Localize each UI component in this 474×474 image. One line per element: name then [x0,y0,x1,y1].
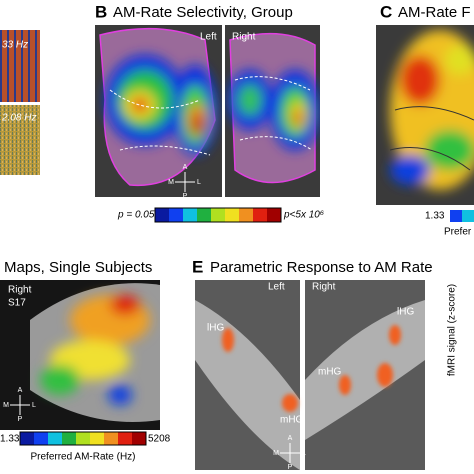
scale-label: 1.33 [0,434,20,445]
compass-label: M [273,450,279,457]
scale-label: 1.33 [425,211,445,222]
hemisphere-label: Right [8,285,32,296]
hemisphere-label: Right [312,282,336,293]
region-label: lHG [397,307,414,318]
compass-label: A [183,164,188,171]
panel-letter: E [192,257,203,276]
compass: A P M L [273,435,306,471]
colorbar [462,210,474,222]
axis-label: fMRI signal (z-score) [447,284,458,376]
panel-letter: C [380,2,392,21]
stimulus-label: 33 Hz [2,40,28,51]
compass-label: P [18,416,23,423]
stimulus-image [0,105,40,175]
subject-label: S17 [8,298,26,309]
panel-title: Parametric Response to AM Rate [210,259,433,276]
colorbar [450,210,462,222]
compass-label: P [183,193,188,200]
compass-label: M [168,179,174,186]
cortex [195,300,300,470]
compass-label: L [197,179,201,186]
compass-label: L [302,450,306,457]
scale-label: p<5x 10⁶ [283,210,324,221]
panel-letter: B [95,2,107,21]
hemisphere-label: Left [268,282,285,293]
region-label: mHG [318,367,342,378]
colorbar [154,207,282,223]
hemisphere-label: Left [200,32,217,43]
scale-label: 5208 [148,434,171,445]
compass: A P M L [168,164,201,200]
compass-label: L [32,402,36,409]
hemisphere-label: Right [232,32,256,43]
compass: A P M L [3,387,36,423]
stimulus-image [0,30,40,102]
compass-label: P [288,464,293,471]
scale-label: Prefer [444,227,472,238]
panel-title: Maps, Single Subjects [4,259,152,276]
region-label: mHG [280,415,304,426]
region-label: lHG [207,323,224,334]
compass-label: A [288,435,293,442]
scale-label: p = 0.05 [117,210,155,221]
compass-label: A [18,387,23,394]
activation [222,325,401,412]
stimulus-label: 2.08 Hz [1,113,36,124]
colorbar [19,431,147,446]
scale-label: Preferred AM-Rate (Hz) [30,452,135,463]
panel-title: AM-Rate Selectivity, Group [113,4,293,21]
compass-label: M [3,402,9,409]
panel-title: AM-Rate F [398,4,471,21]
